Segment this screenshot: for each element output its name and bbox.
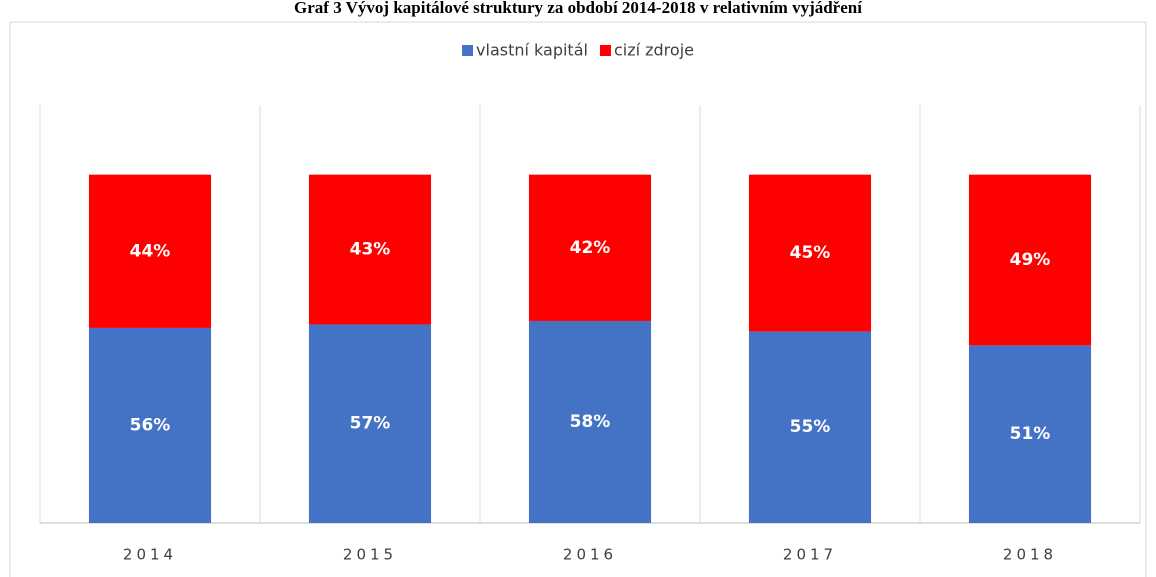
data-label: 42% [570, 238, 611, 258]
data-label: 56% [130, 415, 171, 435]
data-label: 57% [350, 414, 391, 434]
data-label: 49% [1010, 250, 1051, 270]
data-label: 44% [130, 241, 171, 261]
chart-title: Graf 3 Vývoj kapitálové struktury za obd… [294, 0, 862, 17]
x-tick-label: 2018 [1003, 546, 1057, 564]
bar-segment [308, 324, 432, 523]
legend-label: cizí zdroje [614, 41, 694, 60]
data-label: 43% [350, 240, 391, 260]
bar-segment [88, 327, 212, 523]
legend: vlastní kapitál cizí zdroje [462, 41, 694, 60]
bar-segment [308, 174, 432, 325]
legend-swatch [462, 45, 474, 56]
x-tick-label: 2016 [563, 546, 617, 564]
x-tick-label: 2017 [783, 546, 837, 564]
legend-swatch [599, 45, 611, 56]
bar-segment [748, 174, 872, 332]
legend-label: vlastní kapitál [476, 41, 588, 60]
data-label: 45% [790, 243, 831, 263]
bar-segment [88, 174, 212, 328]
bar-segment [968, 345, 1092, 523]
bar-segment [528, 174, 652, 321]
data-label: 58% [570, 412, 611, 432]
x-tick-label: 2014 [123, 546, 177, 564]
data-label: 55% [790, 417, 831, 437]
bar-segment [748, 331, 872, 523]
bar-segment [528, 320, 652, 523]
bar-segment [968, 174, 1092, 346]
data-label: 51% [1010, 424, 1051, 444]
x-tick-label: 2015 [343, 546, 397, 564]
